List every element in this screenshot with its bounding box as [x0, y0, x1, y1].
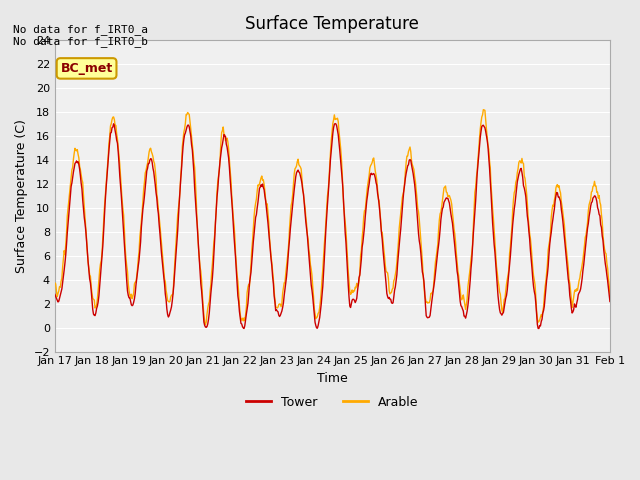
Line: Tower: Tower — [55, 123, 610, 328]
Tower — [51, 291, 59, 297]
Tower — [401, 175, 409, 181]
Arable — [205, 301, 212, 307]
Arable — [118, 197, 126, 203]
Arable — [61, 252, 68, 257]
Y-axis label: Surface Temperature (C): Surface Temperature (C) — [15, 119, 28, 273]
Text: BC_met: BC_met — [60, 62, 113, 75]
Arable — [401, 180, 408, 185]
Title: Surface Temperature: Surface Temperature — [246, 15, 419, 33]
Line: Arable: Arable — [55, 109, 610, 324]
Tower — [61, 260, 68, 266]
Arable — [51, 280, 59, 286]
Text: No data for f_IRT0_a
No data for f_IRT0_b: No data for f_IRT0_a No data for f_IRT0_… — [13, 24, 148, 48]
Tower — [606, 299, 614, 304]
X-axis label: Time: Time — [317, 372, 348, 385]
Arable — [606, 291, 614, 297]
Tower — [204, 321, 212, 327]
Arable — [479, 107, 487, 112]
Arable — [417, 240, 425, 245]
Tower — [175, 214, 182, 219]
Arable — [175, 206, 182, 212]
Legend: Tower, Arable: Tower, Arable — [241, 391, 424, 414]
Tower — [332, 120, 339, 126]
Tower — [240, 325, 248, 331]
Tower — [118, 205, 126, 211]
Arable — [202, 322, 209, 327]
Tower — [418, 260, 426, 265]
